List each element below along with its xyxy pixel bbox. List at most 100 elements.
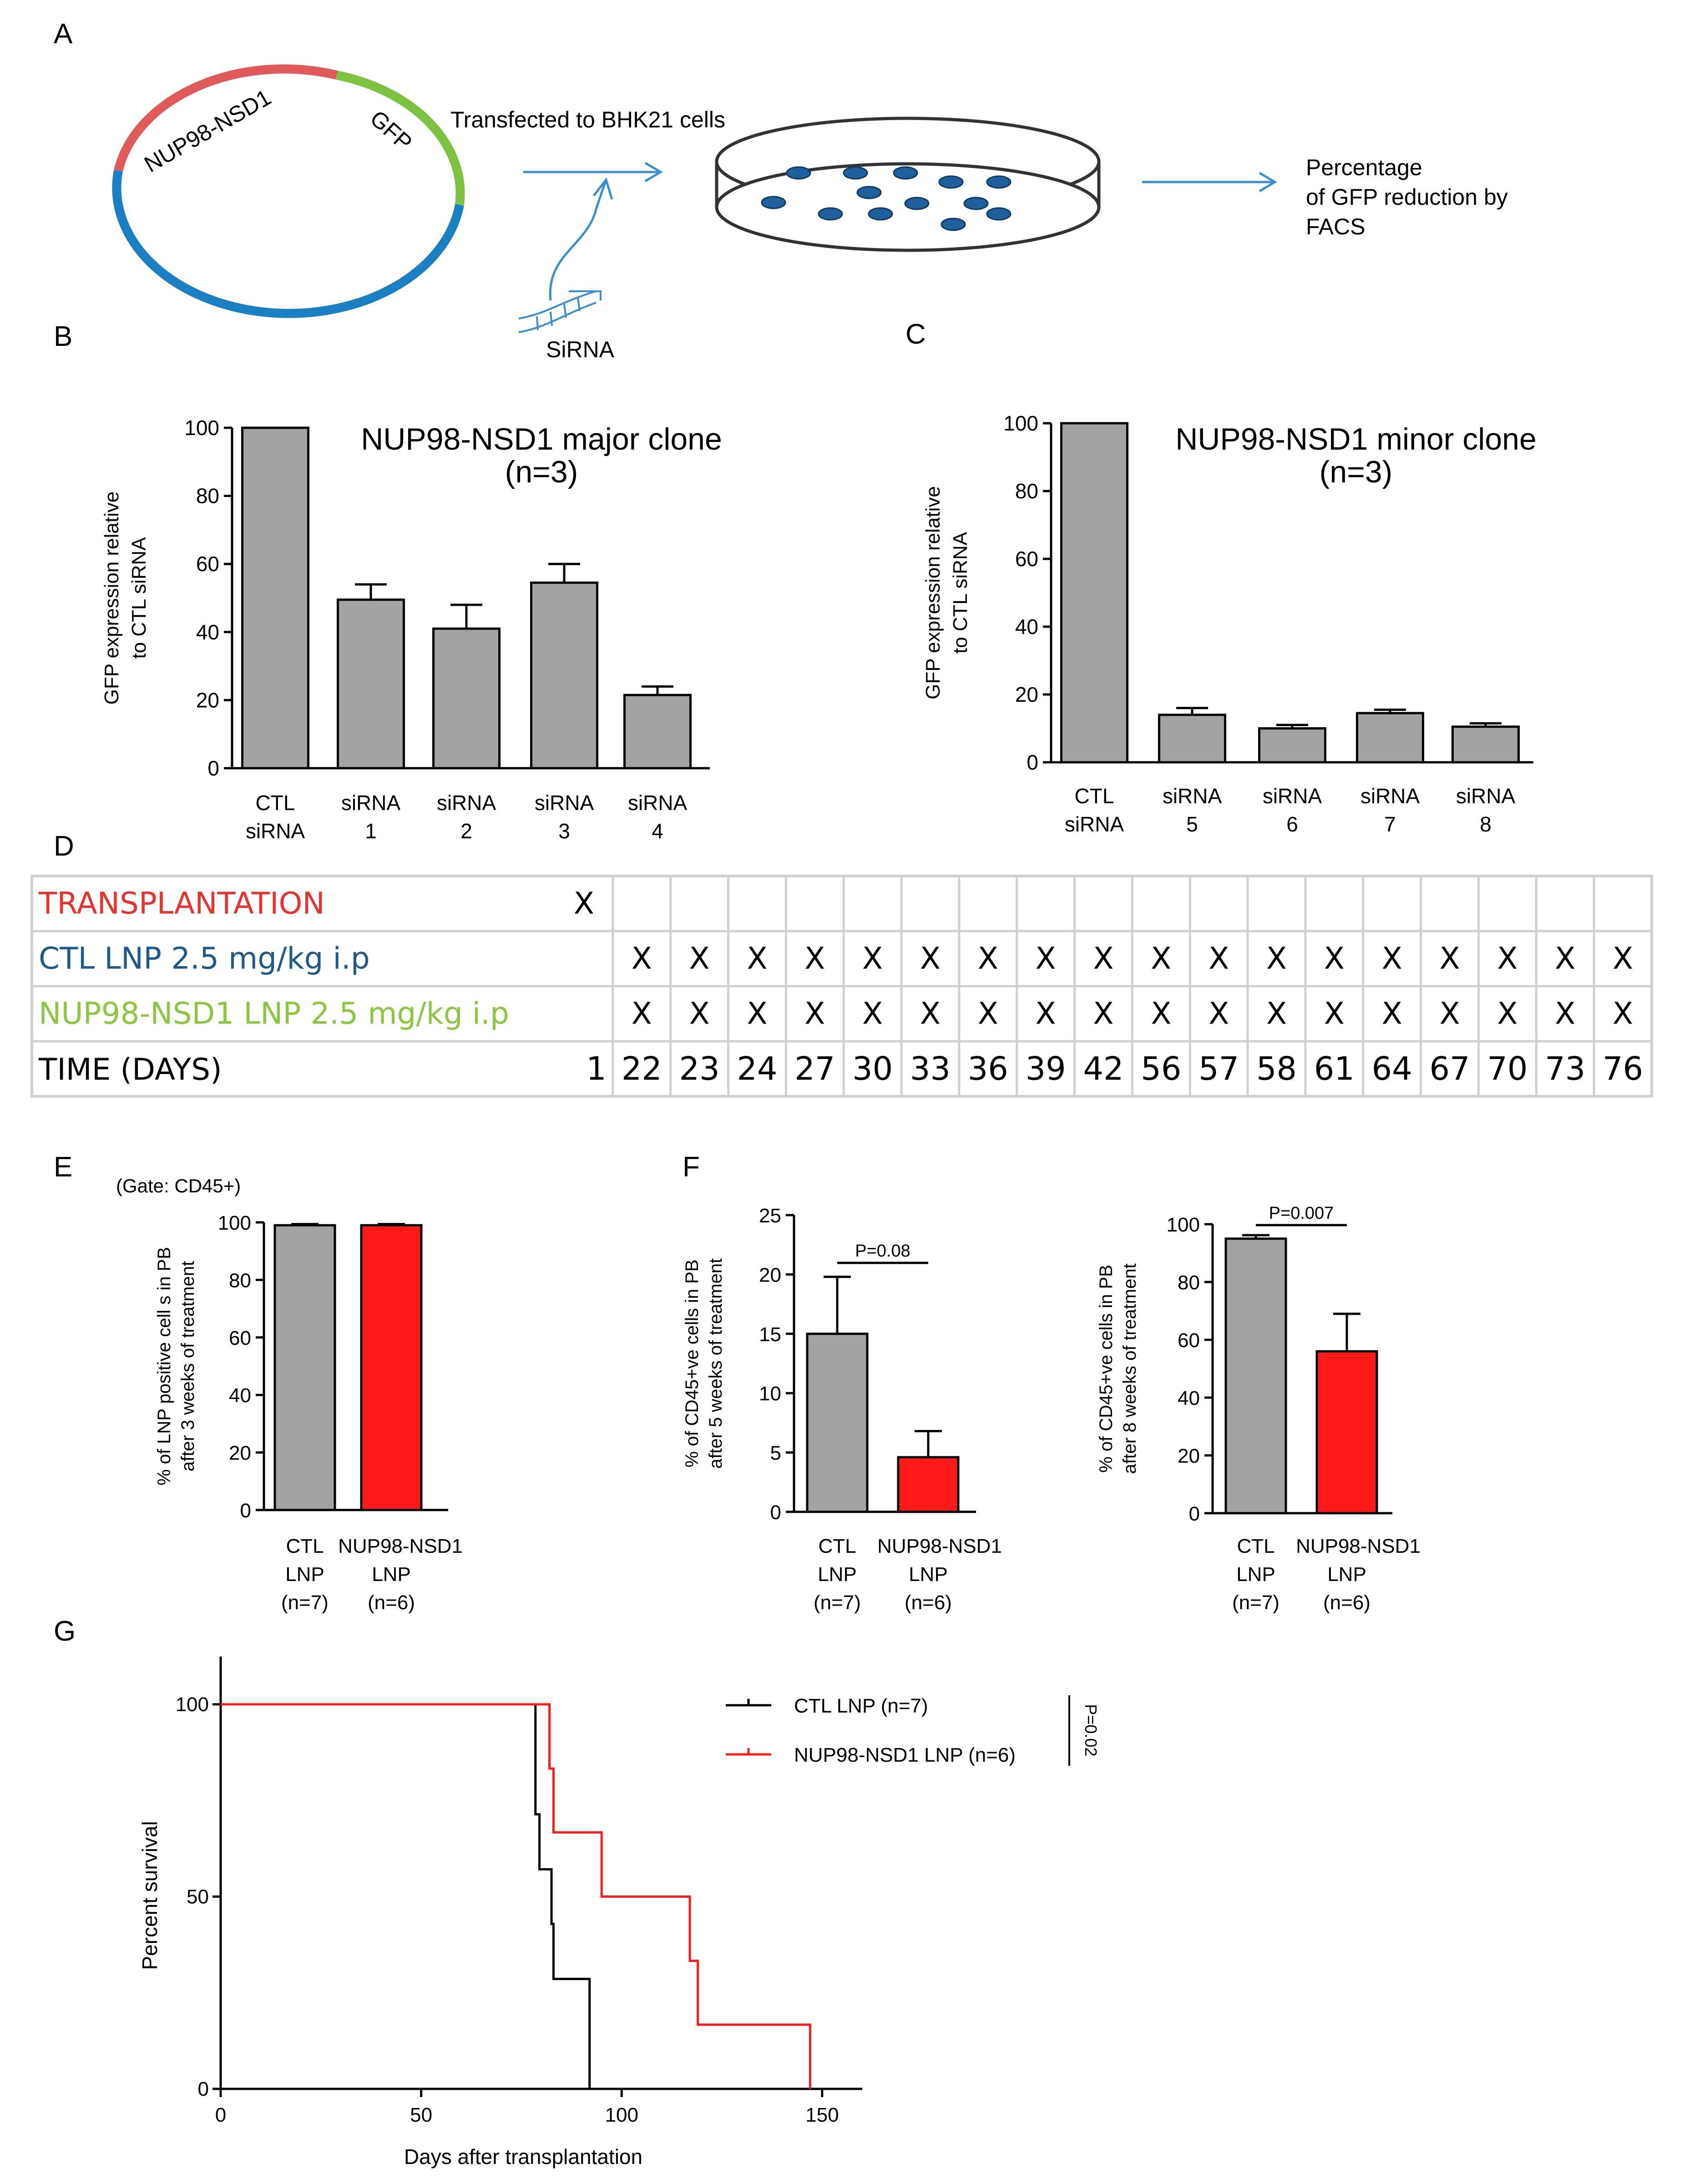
y-tick-label: 40 <box>1178 1387 1200 1409</box>
schedule-dose-mark: X <box>920 996 941 1031</box>
x-category-label: siRNA <box>1263 784 1322 808</box>
x-category-label: 7 <box>1384 812 1396 836</box>
transfected-cells <box>761 166 1011 231</box>
schedule-dose-mark: X <box>920 941 941 976</box>
chart-title: NUP98-NSD1 minor clone <box>1175 422 1537 456</box>
x-category-label: LNP <box>818 1563 857 1586</box>
y-axis-label: GFP expression relative <box>101 492 123 705</box>
chart-subtitle: (n=3) <box>505 455 578 489</box>
x-category-label: 6 <box>1286 812 1298 836</box>
schedule-day-label: 73 <box>1545 1050 1585 1088</box>
schedule-dose-mark: X <box>978 941 998 976</box>
panel-letter-a: A <box>54 18 73 50</box>
bar <box>530 581 598 770</box>
x-tick-label: 100 <box>605 2104 638 2126</box>
schedule-dose-mark: X <box>747 941 767 976</box>
y-tick-label: 100 <box>218 1212 251 1234</box>
x-category-label: siRNA <box>341 791 401 815</box>
x-category-label: siRNA <box>246 819 305 843</box>
bar <box>897 1456 960 1513</box>
x-category-label: NUP98-NSD1 <box>1296 1535 1421 1557</box>
schedule-day-label: 61 <box>1314 1050 1355 1088</box>
transfect-arrow <box>523 162 663 182</box>
x-category-label: CTL <box>1237 1535 1274 1557</box>
schedule-dose-mark: X <box>1497 996 1517 1031</box>
y-tick-label: 5 <box>770 1442 781 1464</box>
y-tick-label: 100 <box>184 416 219 440</box>
chart-b-major-clone: 0 20 40 60 80 100 GFP expression relative to CT… <box>101 416 722 843</box>
schedule-dose-mark: X <box>1266 941 1287 976</box>
x-category-label: siRNA <box>1360 784 1420 808</box>
chart-title: NUP98-NSD1 major clone <box>361 422 722 456</box>
schedule-dose-mark: X <box>1036 996 1056 1031</box>
schedule-day-label: 27 <box>794 1050 835 1088</box>
chart-e-lnp-positive: 0 20 40 60 80 100 % of LNP positive cell s in … <box>154 1212 463 1614</box>
schedule-dose-mark: X <box>689 941 709 976</box>
y-tick-label: 100 <box>1003 411 1038 435</box>
bar <box>1451 725 1520 764</box>
schedule-day-label: 70 <box>1487 1050 1527 1088</box>
y-tick-label: 20 <box>196 688 219 712</box>
schedule-dose-mark: X <box>1613 996 1633 1031</box>
p-value-label: P=0.007 <box>1269 1204 1334 1223</box>
y-tick-label: 80 <box>196 484 219 508</box>
x-category-label: siRNA <box>437 791 496 815</box>
x-tick-label: 50 <box>410 2104 432 2126</box>
culture-dish <box>715 117 1101 252</box>
x-category-label: CTL <box>1075 784 1114 808</box>
y-tick-label: 50 <box>187 1886 209 1908</box>
panel-letter-b: B <box>54 321 72 352</box>
x-category-label: 3 <box>558 819 570 843</box>
schedule-dose-mark: X <box>1209 941 1229 976</box>
schedule-dose-mark: X <box>1555 941 1575 976</box>
schedule-dose-mark: X <box>1324 996 1345 1031</box>
schedule-day-label: 30 <box>852 1050 893 1088</box>
schedule-day-label: 42 <box>1083 1050 1123 1088</box>
schedule-dose-mark: X <box>1555 996 1575 1031</box>
y-tick-label: 60 <box>196 552 219 576</box>
bar <box>1258 727 1326 764</box>
y-axis-label: after 8 weeks of treatment <box>1120 1263 1140 1474</box>
plasmid-gfp-label: GFP <box>365 106 417 156</box>
schedule-day-label: 67 <box>1430 1050 1470 1088</box>
x-axis-label: Days after transplantation <box>404 2145 642 2169</box>
schedule-dose-mark: X <box>1439 941 1460 976</box>
p-value-label: P=0.02 <box>1082 1704 1100 1756</box>
schedule-dose-mark: X <box>747 996 767 1031</box>
gate-label: (Gate: CD45+) <box>116 1175 241 1196</box>
x-category-label: (n=7) <box>1232 1591 1279 1614</box>
schedule-dose-mark: X <box>1093 941 1113 976</box>
schedule-row-label: TRANSPLANTATION <box>38 886 325 921</box>
sirna-label: SiRNA <box>546 337 615 362</box>
y-tick-label: 0 <box>198 2078 209 2100</box>
schedule-day-label: 36 <box>968 1050 1008 1088</box>
panel-letter-g: G <box>54 1616 76 1647</box>
x-category-label: LNP <box>1327 1563 1366 1586</box>
x-category-label: LNP <box>372 1563 411 1586</box>
y-tick-label: 40 <box>229 1384 251 1407</box>
schedule-day-label: 57 <box>1199 1050 1239 1088</box>
y-tick-label: 20 <box>759 1264 781 1286</box>
bar <box>1356 712 1424 764</box>
bar <box>273 1224 336 1511</box>
panel-letter-e: E <box>54 1151 72 1183</box>
chart-f-8-weeks: 0 20 40 60 80 100 % of CD45+ve cells in PB afte… <box>1096 1204 1421 1614</box>
x-category-label: 4 <box>652 819 663 843</box>
y-tick-label: 15 <box>759 1323 781 1346</box>
bar <box>360 1224 423 1511</box>
x-category-label: siRNA <box>1456 784 1516 808</box>
schedule-day-label: 33 <box>910 1050 951 1088</box>
plasmid-diagram: NUP98-NSD1 GFP <box>112 64 465 318</box>
schedule-day-label: 24 <box>737 1050 777 1088</box>
y-tick-label: 0 <box>1189 1503 1200 1525</box>
x-category-label: (n=6) <box>1323 1591 1370 1614</box>
y-tick-label: 100 <box>1167 1214 1200 1236</box>
bar <box>1315 1350 1378 1515</box>
y-axis-label: after 5 weeks of treatment <box>706 1258 726 1469</box>
schedule-time-label: TIME (DAYS) <box>38 1052 222 1087</box>
facs-output-label: Percentage of GFP reduction by FACS <box>1306 155 1514 239</box>
schedule-dose-mark: X <box>862 941 883 976</box>
x-category-label: LNP <box>1236 1563 1275 1586</box>
